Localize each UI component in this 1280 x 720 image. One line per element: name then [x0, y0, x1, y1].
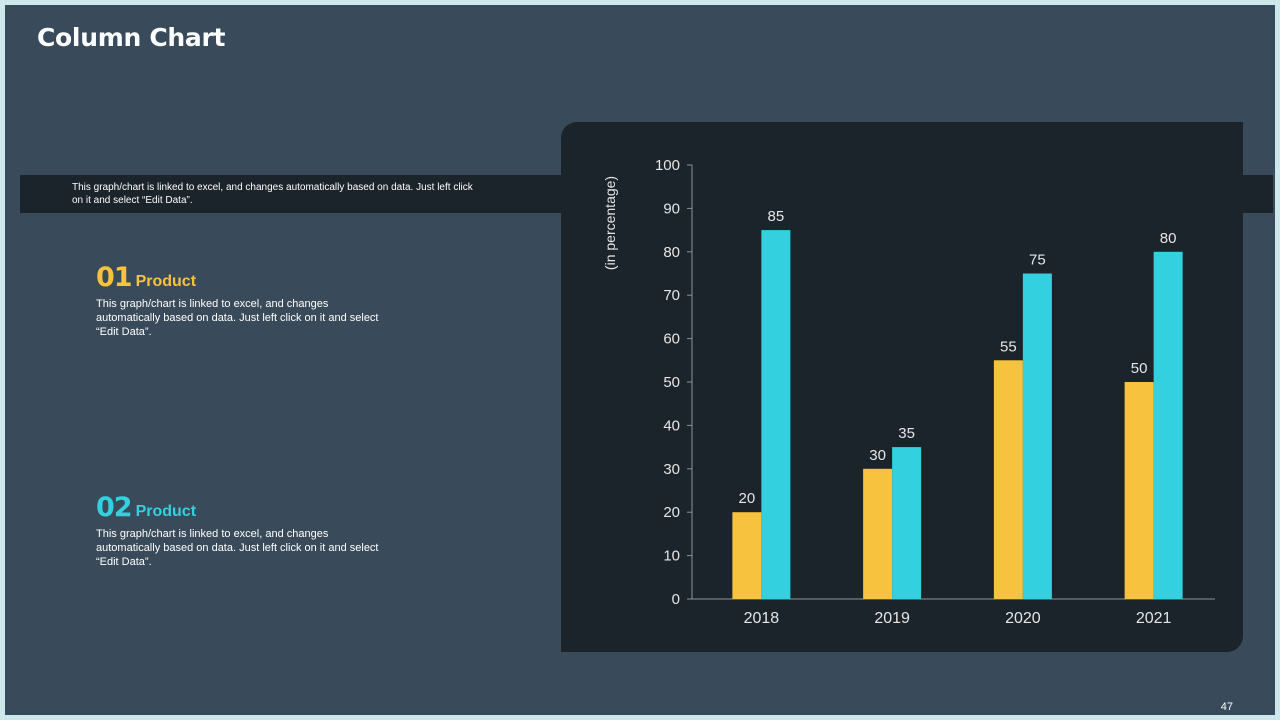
- x-tick-label: 2018: [744, 610, 780, 627]
- chart-panel: 0 10 20 30 40 50 60 70 80 90 100 (in percentage) 20 8…: [561, 122, 1243, 652]
- data-label: 75: [1029, 252, 1046, 269]
- data-label: 20: [739, 490, 756, 507]
- y-tick-label: 50: [663, 374, 680, 391]
- data-label: 80: [1160, 230, 1177, 247]
- bar: [732, 512, 762, 599]
- data-label: 85: [768, 208, 785, 225]
- product-description: This graph/chart is linked to excel, and…: [96, 528, 379, 568]
- data-label: 55: [1000, 338, 1017, 355]
- slide: Column Chart This graph/chart is linked …: [5, 5, 1275, 715]
- bar: [1022, 273, 1052, 599]
- x-tick-label: 2021: [1136, 610, 1172, 627]
- bar: [863, 468, 893, 599]
- product-number: 02: [96, 492, 133, 523]
- x-tick-label: 2019: [874, 610, 910, 627]
- column-chart[interactable]: 0 10 20 30 40 50 60 70 80 90 100 (in percentage) 20 8…: [561, 122, 1243, 652]
- y-tick-label: 30: [663, 461, 680, 478]
- product-label: Product: [135, 503, 197, 520]
- data-label: 50: [1131, 360, 1148, 377]
- page-title: Column Chart: [37, 23, 226, 52]
- info-band-text: This graph/chart is linked to excel, and…: [72, 182, 473, 206]
- y-tick-label: 100: [655, 157, 680, 174]
- bar: [761, 230, 791, 599]
- product-description: This graph/chart is linked to excel, and…: [96, 298, 379, 338]
- y-tick-label: 90: [663, 200, 680, 217]
- y-tick-label: 0: [672, 591, 680, 608]
- y-tick-label: 10: [663, 548, 680, 565]
- y-tick-label: 70: [663, 287, 680, 304]
- y-tick-label: 20: [663, 504, 680, 521]
- y-tick-label: 60: [663, 331, 680, 348]
- product-item-2: 02 Product This graph/chart is linked to…: [96, 492, 386, 569]
- bar: [1124, 382, 1154, 599]
- bar: [892, 447, 922, 599]
- y-tick-label: 40: [663, 417, 680, 434]
- data-label: 30: [869, 447, 886, 464]
- bar: [993, 360, 1023, 599]
- product-number: 01: [96, 262, 133, 293]
- product-item-1: 01 Product This graph/chart is linked to…: [96, 262, 386, 339]
- y-tick-label: 80: [663, 244, 680, 261]
- y-axis-label: (in percentage): [602, 176, 618, 270]
- bar: [1153, 251, 1183, 600]
- data-label: 35: [898, 425, 915, 442]
- x-tick-label: 2020: [1005, 610, 1041, 627]
- page-number: 47: [1220, 701, 1233, 713]
- product-label: Product: [135, 273, 197, 290]
